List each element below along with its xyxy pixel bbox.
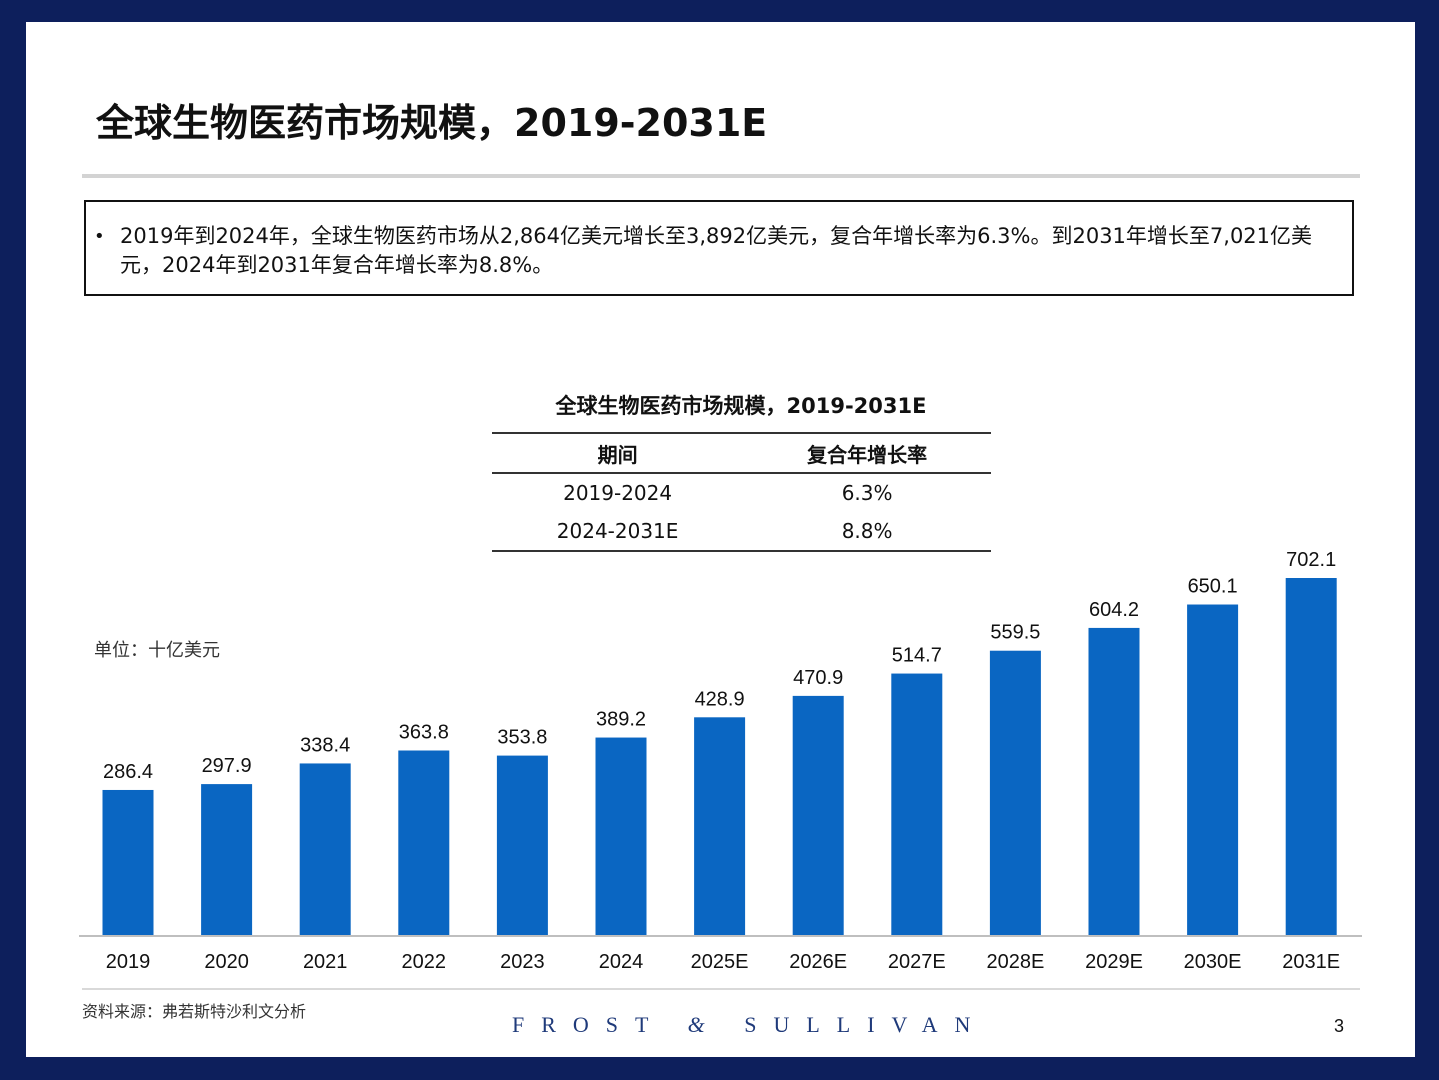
bar bbox=[496, 755, 548, 936]
source-note: 资料来源：弗若斯特沙利文分析 bbox=[82, 1002, 307, 1021]
x-tick-label: 2027E bbox=[888, 951, 946, 973]
cagr-header-rate: 复合年增长率 bbox=[743, 432, 991, 474]
page-number: 3 bbox=[1334, 1016, 1345, 1036]
x-tick-label: 2021 bbox=[303, 951, 348, 973]
data-label: 353.8 bbox=[497, 727, 547, 749]
page-title: 全球生物医药市场规模，2019-2031E bbox=[96, 101, 768, 145]
data-label: 297.9 bbox=[202, 755, 252, 777]
bar bbox=[595, 737, 647, 936]
x-tick-label: 2030E bbox=[1184, 951, 1242, 973]
bar bbox=[694, 717, 746, 936]
bar bbox=[398, 750, 450, 936]
bar bbox=[201, 784, 253, 936]
unit-label: 单位：十亿美元 bbox=[94, 640, 220, 661]
x-tick-label: 2020 bbox=[204, 951, 249, 973]
cagr-period-cell: 2024-2031E bbox=[492, 512, 744, 552]
x-tick-label: 2025E bbox=[691, 951, 749, 973]
cagr-period-cell: 2019-2024 bbox=[563, 481, 673, 505]
x-tick-label: 2026E bbox=[789, 951, 847, 973]
cagr-rate-cell: 8.8% bbox=[743, 512, 991, 552]
x-tick-label: 2023 bbox=[500, 951, 545, 973]
table-row: 2019-2024 6.3% bbox=[492, 473, 991, 512]
bar bbox=[891, 673, 943, 936]
brand-ampersand: & bbox=[687, 1012, 722, 1037]
brand-logo: FROST & SULLIVAN bbox=[512, 1012, 987, 1038]
cagr-table-header: 期间 复合年增长率 bbox=[492, 432, 991, 474]
data-label: 286.4 bbox=[103, 761, 153, 783]
x-tick-label: 2022 bbox=[402, 951, 447, 973]
cagr-table: 期间 复合年增长率 2019-2024 6.3% 2024-2031E 8.8% bbox=[492, 432, 991, 552]
bar bbox=[1088, 627, 1140, 936]
data-label: 559.5 bbox=[990, 622, 1040, 644]
summary-text: 2019年到2024年，全球生物医药市场从2,864亿美元增长至3,892亿美元… bbox=[120, 224, 1313, 277]
bar bbox=[1285, 578, 1337, 936]
summary-box: • 2019年到2024年，全球生物医药市场从2,864亿美元增长至3,892亿… bbox=[84, 200, 1354, 296]
data-label: 604.2 bbox=[1089, 599, 1139, 621]
data-label: 338.4 bbox=[300, 734, 350, 756]
data-label: 650.1 bbox=[1188, 576, 1238, 598]
slide: 全球生物医药市场规模，2019-2031E • 2019年到2024年，全球生物… bbox=[26, 22, 1415, 1057]
source-divider bbox=[82, 988, 1360, 990]
data-label: 389.2 bbox=[596, 709, 646, 731]
bar bbox=[792, 695, 844, 936]
bar bbox=[299, 763, 351, 936]
data-label: 470.9 bbox=[793, 667, 843, 689]
data-label: 363.8 bbox=[399, 721, 449, 743]
brand-frost: FROST bbox=[512, 1012, 666, 1037]
cagr-rate-cell: 6.3% bbox=[841, 481, 893, 505]
x-tick-label: 2024 bbox=[599, 951, 644, 973]
bar-chart: 286.4 2019 297.9 2020 338.4 2021 363.8 2022 353.… bbox=[79, 549, 1362, 973]
bar bbox=[1187, 604, 1239, 936]
bar bbox=[989, 650, 1041, 936]
bar bbox=[102, 789, 154, 936]
x-tick-label: 2028E bbox=[986, 951, 1044, 973]
title-divider bbox=[82, 174, 1360, 178]
x-tick-label: 2019 bbox=[106, 951, 151, 973]
x-tick-label: 2029E bbox=[1085, 951, 1143, 973]
summary-bullet: • bbox=[94, 226, 105, 247]
chart-title: 全球生物医药市场规模，2019-2031E bbox=[555, 394, 927, 418]
data-label: 702.1 bbox=[1286, 549, 1336, 571]
x-tick-label: 2031E bbox=[1282, 951, 1340, 973]
data-label: 514.7 bbox=[892, 645, 942, 667]
brand-sullivan: SULLIVAN bbox=[744, 1012, 988, 1037]
cagr-header-period: 期间 bbox=[492, 432, 744, 474]
data-label: 428.9 bbox=[695, 688, 745, 710]
table-row: 2024-2031E 8.8% bbox=[492, 512, 991, 552]
